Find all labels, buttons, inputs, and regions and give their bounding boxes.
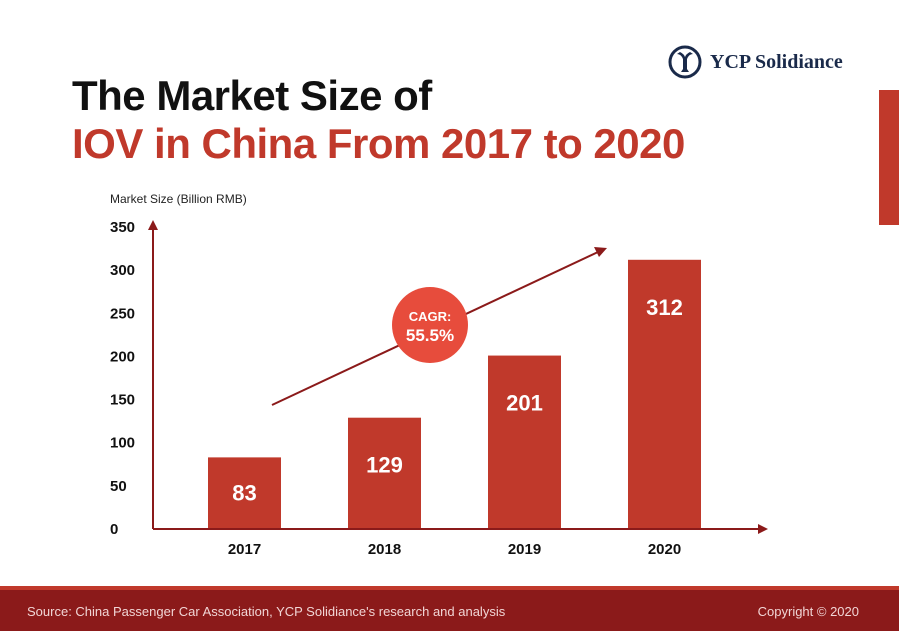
bar-2017 [208,457,281,529]
x-tick-label: 2019 [508,541,541,558]
accent-bar [879,90,899,225]
data-label: 83 [232,480,256,505]
footer: Source: China Passenger Car Association,… [0,586,899,631]
y-tick-label: 50 [110,478,127,495]
y-tick-label: 200 [110,348,135,365]
y-tick-label: 300 [110,262,135,279]
cagr-badge [392,287,468,363]
bar-2018 [348,417,421,529]
bar-2020 [628,259,701,529]
x-tick-label: 2020 [648,541,681,558]
copyright: Copyright © 2020 [757,604,859,619]
bar-2019 [488,355,561,529]
trend-arrow-head-icon [594,247,607,257]
x-axis-arrow-icon [758,524,768,534]
cagr-value: 55.5% [406,326,454,345]
y-tick-label: 350 [110,219,135,236]
y-tick-label: 0 [110,521,118,538]
y-tick-label: 250 [110,305,135,322]
cagr-label: CAGR: [409,309,452,324]
y-axis-arrow-icon [148,220,158,230]
x-tick-label: 2018 [368,541,401,558]
logo: YCP Solidiance [668,45,843,79]
y-axis-label: Market Size (Billion RMB) [110,192,247,206]
bar-chart: Market Size (Billion RMB) 0 50 100 150 200 25… [110,192,768,558]
logo-emblem-icon [668,45,702,79]
data-label: 312 [646,295,683,320]
logo-text: YCP Solidiance [710,50,843,73]
y-tick-label: 150 [110,392,135,409]
title-line-2: IOV in China From 2017 to 2020 [72,120,685,167]
title-line-1: The Market Size of [72,72,432,119]
source-note: Source: China Passenger Car Association,… [27,604,506,619]
data-label: 201 [506,391,543,416]
x-tick-label: 2017 [228,541,261,558]
y-tick-label: 100 [110,435,135,452]
data-label: 129 [366,453,403,478]
